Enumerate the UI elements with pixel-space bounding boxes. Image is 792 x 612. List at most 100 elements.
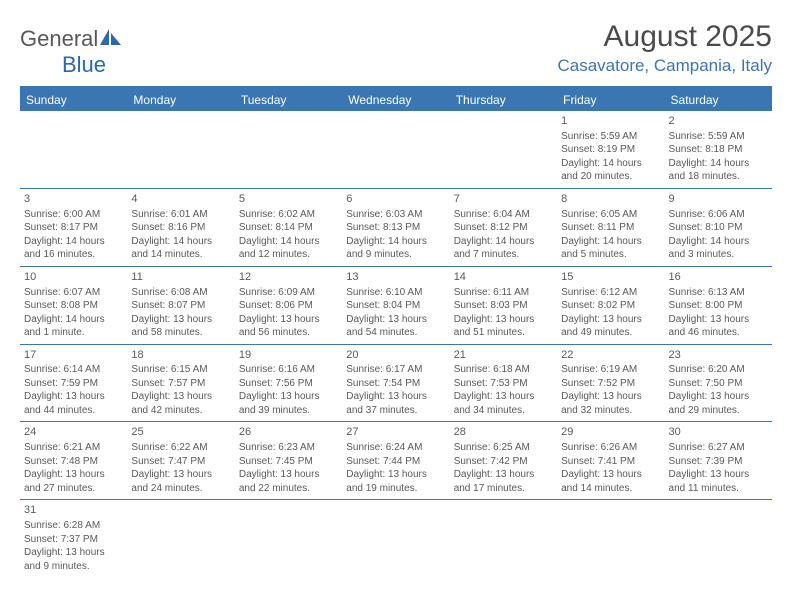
week-row: 17Sunrise: 6:14 AMSunset: 7:59 PMDayligh… bbox=[20, 345, 772, 423]
week-row: 3Sunrise: 6:00 AMSunset: 8:17 PMDaylight… bbox=[20, 189, 772, 267]
day-number: 20 bbox=[346, 348, 445, 363]
sunset-text: Sunset: 7:50 PM bbox=[669, 377, 768, 391]
daylight-text: Daylight: 14 hours bbox=[669, 235, 768, 249]
daylight-text: and 58 minutes. bbox=[131, 326, 230, 340]
sunrise-text: Sunrise: 6:27 AM bbox=[669, 441, 768, 455]
empty-cell bbox=[235, 111, 342, 188]
day-cell: 7Sunrise: 6:04 AMSunset: 8:12 PMDaylight… bbox=[450, 189, 557, 266]
daylight-text: Daylight: 13 hours bbox=[561, 390, 660, 404]
daylight-text: and 44 minutes. bbox=[24, 404, 123, 418]
day-number: 2 bbox=[669, 114, 768, 129]
sunset-text: Sunset: 8:16 PM bbox=[131, 221, 230, 235]
daylight-text: Daylight: 13 hours bbox=[24, 468, 123, 482]
sunrise-text: Sunrise: 6:15 AM bbox=[131, 363, 230, 377]
sunset-text: Sunset: 7:41 PM bbox=[561, 455, 660, 469]
daylight-text: Daylight: 13 hours bbox=[454, 390, 553, 404]
daylight-text: and 12 minutes. bbox=[239, 248, 338, 262]
daylight-text: Daylight: 14 hours bbox=[131, 235, 230, 249]
day-cell: 29Sunrise: 6:26 AMSunset: 7:41 PMDayligh… bbox=[557, 422, 664, 499]
sunrise-text: Sunrise: 6:12 AM bbox=[561, 286, 660, 300]
sunset-text: Sunset: 8:07 PM bbox=[131, 299, 230, 313]
empty-cell bbox=[450, 111, 557, 188]
sunset-text: Sunset: 7:42 PM bbox=[454, 455, 553, 469]
day-header: Sunday bbox=[20, 89, 127, 111]
empty-cell bbox=[557, 500, 664, 577]
daylight-text: Daylight: 13 hours bbox=[454, 468, 553, 482]
daylight-text: and 14 minutes. bbox=[131, 248, 230, 262]
daylight-text: and 22 minutes. bbox=[239, 482, 338, 496]
sunset-text: Sunset: 7:52 PM bbox=[561, 377, 660, 391]
sunrise-text: Sunrise: 6:08 AM bbox=[131, 286, 230, 300]
sunset-text: Sunset: 7:57 PM bbox=[131, 377, 230, 391]
day-number: 3 bbox=[24, 192, 123, 207]
day-cell: 9Sunrise: 6:06 AMSunset: 8:10 PMDaylight… bbox=[665, 189, 772, 266]
empty-cell bbox=[665, 500, 772, 577]
day-cell: 15Sunrise: 6:12 AMSunset: 8:02 PMDayligh… bbox=[557, 267, 664, 344]
day-number: 12 bbox=[239, 270, 338, 285]
day-cell: 11Sunrise: 6:08 AMSunset: 8:07 PMDayligh… bbox=[127, 267, 234, 344]
week-row: 24Sunrise: 6:21 AMSunset: 7:48 PMDayligh… bbox=[20, 422, 772, 500]
daylight-text: Daylight: 14 hours bbox=[454, 235, 553, 249]
daylight-text: and 7 minutes. bbox=[454, 248, 553, 262]
day-header: Saturday bbox=[665, 89, 772, 111]
daylight-text: and 27 minutes. bbox=[24, 482, 123, 496]
daylight-text: Daylight: 14 hours bbox=[669, 157, 768, 171]
day-headers-row: Sunday Monday Tuesday Wednesday Thursday… bbox=[20, 89, 772, 111]
day-cell: 10Sunrise: 6:07 AMSunset: 8:08 PMDayligh… bbox=[20, 267, 127, 344]
sunset-text: Sunset: 7:44 PM bbox=[346, 455, 445, 469]
daylight-text: and 32 minutes. bbox=[561, 404, 660, 418]
brand-text: General Blue bbox=[20, 26, 122, 78]
sunrise-text: Sunrise: 5:59 AM bbox=[669, 130, 768, 144]
sunrise-text: Sunrise: 6:01 AM bbox=[131, 208, 230, 222]
daylight-text: Daylight: 13 hours bbox=[346, 390, 445, 404]
day-number: 27 bbox=[346, 425, 445, 440]
sunset-text: Sunset: 7:56 PM bbox=[239, 377, 338, 391]
day-cell: 20Sunrise: 6:17 AMSunset: 7:54 PMDayligh… bbox=[342, 345, 449, 422]
day-cell: 31Sunrise: 6:28 AMSunset: 7:37 PMDayligh… bbox=[20, 500, 127, 577]
daylight-text: Daylight: 13 hours bbox=[561, 313, 660, 327]
week-row: 10Sunrise: 6:07 AMSunset: 8:08 PMDayligh… bbox=[20, 267, 772, 345]
sunset-text: Sunset: 8:00 PM bbox=[669, 299, 768, 313]
daylight-text: and 5 minutes. bbox=[561, 248, 660, 262]
daylight-text: and 19 minutes. bbox=[346, 482, 445, 496]
daylight-text: Daylight: 13 hours bbox=[669, 468, 768, 482]
location-subtitle: Casavatore, Campania, Italy bbox=[558, 56, 773, 76]
day-header: Wednesday bbox=[342, 89, 449, 111]
brand-logo: General Blue bbox=[20, 20, 122, 78]
day-cell: 13Sunrise: 6:10 AMSunset: 8:04 PMDayligh… bbox=[342, 267, 449, 344]
sunset-text: Sunset: 7:48 PM bbox=[24, 455, 123, 469]
daylight-text: and 56 minutes. bbox=[239, 326, 338, 340]
daylight-text: Daylight: 13 hours bbox=[346, 313, 445, 327]
sunset-text: Sunset: 8:14 PM bbox=[239, 221, 338, 235]
sunrise-text: Sunrise: 6:07 AM bbox=[24, 286, 123, 300]
sunset-text: Sunset: 8:11 PM bbox=[561, 221, 660, 235]
daylight-text: Daylight: 13 hours bbox=[24, 546, 123, 560]
day-cell: 17Sunrise: 6:14 AMSunset: 7:59 PMDayligh… bbox=[20, 345, 127, 422]
sunrise-text: Sunrise: 6:03 AM bbox=[346, 208, 445, 222]
daylight-text: and 46 minutes. bbox=[669, 326, 768, 340]
sunrise-text: Sunrise: 6:13 AM bbox=[669, 286, 768, 300]
sunset-text: Sunset: 8:17 PM bbox=[24, 221, 123, 235]
day-number: 11 bbox=[131, 270, 230, 285]
daylight-text: Daylight: 13 hours bbox=[24, 390, 123, 404]
empty-cell bbox=[235, 500, 342, 577]
day-number: 19 bbox=[239, 348, 338, 363]
sunset-text: Sunset: 7:54 PM bbox=[346, 377, 445, 391]
daylight-text: Daylight: 14 hours bbox=[239, 235, 338, 249]
day-cell: 28Sunrise: 6:25 AMSunset: 7:42 PMDayligh… bbox=[450, 422, 557, 499]
sunset-text: Sunset: 8:13 PM bbox=[346, 221, 445, 235]
day-cell: 23Sunrise: 6:20 AMSunset: 7:50 PMDayligh… bbox=[665, 345, 772, 422]
sunrise-text: Sunrise: 6:22 AM bbox=[131, 441, 230, 455]
empty-cell bbox=[127, 500, 234, 577]
daylight-text: Daylight: 14 hours bbox=[346, 235, 445, 249]
daylight-text: and 24 minutes. bbox=[131, 482, 230, 496]
day-number: 6 bbox=[346, 192, 445, 207]
day-cell: 4Sunrise: 6:01 AMSunset: 8:16 PMDaylight… bbox=[127, 189, 234, 266]
sunset-text: Sunset: 8:18 PM bbox=[669, 143, 768, 157]
sunrise-text: Sunrise: 6:10 AM bbox=[346, 286, 445, 300]
sunrise-text: Sunrise: 6:18 AM bbox=[454, 363, 553, 377]
daylight-text: and 16 minutes. bbox=[24, 248, 123, 262]
sunset-text: Sunset: 7:45 PM bbox=[239, 455, 338, 469]
daylight-text: and 34 minutes. bbox=[454, 404, 553, 418]
day-cell: 3Sunrise: 6:00 AMSunset: 8:17 PMDaylight… bbox=[20, 189, 127, 266]
